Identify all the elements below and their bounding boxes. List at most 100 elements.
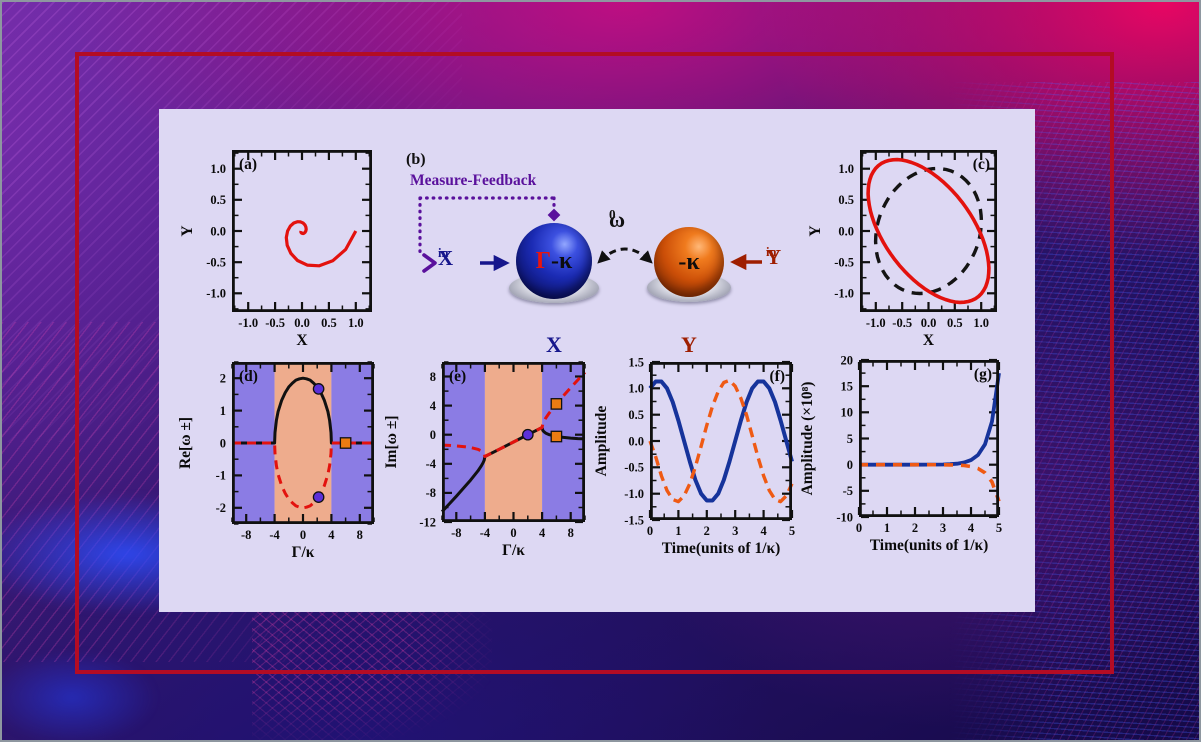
svg-text:-4: -4 xyxy=(480,526,491,540)
svg-text:(g): (g) xyxy=(974,366,992,383)
svg-text:-1.0: -1.0 xyxy=(624,487,644,501)
svg-text:Re[ω ±]: Re[ω ±] xyxy=(177,417,194,469)
svg-text:0.5: 0.5 xyxy=(210,193,226,207)
svg-text:0.5: 0.5 xyxy=(321,316,337,330)
svg-text:1.0: 1.0 xyxy=(973,316,989,330)
svg-text:-4: -4 xyxy=(269,528,280,542)
svg-text:(a): (a) xyxy=(239,156,257,173)
svg-text:0: 0 xyxy=(430,428,436,442)
svg-text:0.0: 0.0 xyxy=(210,224,226,238)
coupling-double-arrow xyxy=(597,247,653,264)
svg-text:-12: -12 xyxy=(419,515,436,529)
svg-text:10: 10 xyxy=(841,406,854,420)
svg-text:0: 0 xyxy=(847,458,853,472)
svg-text:Im[ω ±]: Im[ω ±] xyxy=(383,416,400,469)
svg-text:0.5: 0.5 xyxy=(947,316,963,330)
svg-text:2: 2 xyxy=(704,524,710,538)
svg-text:1: 1 xyxy=(675,524,681,538)
svg-text:-4: -4 xyxy=(426,457,437,471)
svg-text:-8: -8 xyxy=(241,528,251,542)
svg-text:0.0: 0.0 xyxy=(838,224,854,238)
svg-text:15: 15 xyxy=(841,380,854,394)
svg-text:-1.0: -1.0 xyxy=(866,316,886,330)
svg-text:0.0: 0.0 xyxy=(628,434,644,448)
svg-text:1.0: 1.0 xyxy=(210,162,226,176)
mode-y-label: Y xyxy=(681,332,697,357)
feedback-chevron-arrowhead xyxy=(422,253,437,273)
svg-text:Γ/κ: Γ/κ xyxy=(502,542,525,559)
svg-text:0.5: 0.5 xyxy=(628,408,644,422)
feedback-diamond-arrowhead xyxy=(547,208,561,222)
svg-text:-1.0: -1.0 xyxy=(834,287,854,301)
mode-x-label: X xyxy=(546,332,562,357)
svg-text:8: 8 xyxy=(568,526,574,540)
svg-text:1.0: 1.0 xyxy=(628,382,644,396)
figure-panel: -1.0 -0.5 0.0 0.5 1.0 -1.0 -0.5 0.0 0.5 1.0 X Y (a) … xyxy=(159,109,1035,612)
svg-text:-1.5: -1.5 xyxy=(624,513,644,527)
svg-text:Time(units of 1/κ): Time(units of 1/κ) xyxy=(662,540,781,557)
svg-text:8: 8 xyxy=(430,370,436,384)
svg-text:8: 8 xyxy=(357,528,363,542)
svg-text:-1.0: -1.0 xyxy=(238,316,258,330)
svg-text:3: 3 xyxy=(732,524,738,538)
system-diagram-b: (b) Measure-Feedback xyxy=(404,149,834,359)
eigenfrequency-imag-plot-e: -8 -4 0 4 8 -12 -8 -4 0 4 8 Γ/κ Im[ω ±] (e) xyxy=(383,361,587,559)
svg-text:-0.5: -0.5 xyxy=(265,316,285,330)
svg-text:1: 1 xyxy=(884,521,890,535)
svg-text:4: 4 xyxy=(760,524,767,538)
svg-text:5: 5 xyxy=(996,521,1002,535)
feedback-dotted-path xyxy=(418,196,561,273)
svg-text:X: X xyxy=(923,332,935,349)
svg-text:Γ/κ: Γ/κ xyxy=(292,544,315,561)
svg-text:-0.5: -0.5 xyxy=(206,256,226,270)
svg-text:4: 4 xyxy=(328,528,335,542)
svg-text:0: 0 xyxy=(220,436,226,450)
svg-text:Y: Y xyxy=(807,225,824,236)
svg-text:0.5: 0.5 xyxy=(838,193,854,207)
svg-text:1: 1 xyxy=(220,404,226,418)
svg-text:(f): (f) xyxy=(770,368,786,385)
loss-symbol-y: -κ xyxy=(678,249,700,275)
svg-text:X: X xyxy=(296,332,308,349)
svg-text:3: 3 xyxy=(940,521,946,535)
svg-text:-8: -8 xyxy=(451,526,461,540)
svg-text:-8: -8 xyxy=(426,486,436,500)
amplitude-divergence-plot-g: 0 1 2 3 4 5 -10 -5 0 5 10 15 20 Time(units of 1/κ) Amp… xyxy=(799,353,1002,554)
gain-symbol: Γ xyxy=(535,248,551,274)
svg-text:(e): (e) xyxy=(449,368,466,385)
svg-text:4: 4 xyxy=(968,521,975,535)
svg-text:0: 0 xyxy=(510,526,516,540)
svg-text:-0.5: -0.5 xyxy=(892,316,912,330)
svg-text:Amplitude: Amplitude xyxy=(593,406,610,477)
svg-text:4: 4 xyxy=(539,526,546,540)
eigenfrequency-real-plot-d: -8 -4 0 4 8 -2 -1 0 1 2 Γ/κ Re[ω ±] (d) xyxy=(177,361,375,561)
phase-space-plot-c: -1.0 -0.5 0.0 0.5 1.0 -1.0 -0.5 0.0 0.5 1.0 X Y (c) xyxy=(807,149,997,349)
cavity-x-sphere: Γ -κ xyxy=(516,223,592,299)
svg-text:(d): (d) xyxy=(239,368,258,385)
cavity-y-sphere: -κ xyxy=(654,227,724,297)
svg-text:0.0: 0.0 xyxy=(294,316,310,330)
svg-text:0.0: 0.0 xyxy=(921,316,937,330)
phase-space-plot-a: -1.0 -0.5 0.0 0.5 1.0 -1.0 -0.5 0.0 0.5 1.0 X Y (a) xyxy=(179,149,372,349)
svg-text:-2: -2 xyxy=(216,501,226,515)
svg-text:5: 5 xyxy=(789,524,795,538)
svg-text:-10: -10 xyxy=(836,510,853,524)
svg-text:1.0: 1.0 xyxy=(838,162,854,176)
loss-symbol-x: -κ xyxy=(550,248,573,274)
svg-text:0: 0 xyxy=(856,521,862,535)
svg-text:5: 5 xyxy=(847,432,853,446)
svg-text:Amplitude (×10⁸): Amplitude (×10⁸) xyxy=(799,382,816,496)
svg-text:-0.5: -0.5 xyxy=(624,461,644,475)
svg-text:(c): (c) xyxy=(973,156,990,173)
decorative-red-frame xyxy=(75,52,1114,674)
svg-text:-0.5: -0.5 xyxy=(834,256,854,270)
svg-text:-1: -1 xyxy=(216,469,226,483)
panel-label-b: (b) xyxy=(406,151,426,168)
diagram-connectors xyxy=(418,196,762,273)
svg-text:Y: Y xyxy=(179,225,196,236)
svg-text:Time(units of 1/κ): Time(units of 1/κ) xyxy=(870,537,989,554)
svg-text:1.5: 1.5 xyxy=(628,355,644,369)
measure-feedback-label: Measure-Feedback xyxy=(410,172,537,189)
svg-text:4: 4 xyxy=(430,399,437,413)
